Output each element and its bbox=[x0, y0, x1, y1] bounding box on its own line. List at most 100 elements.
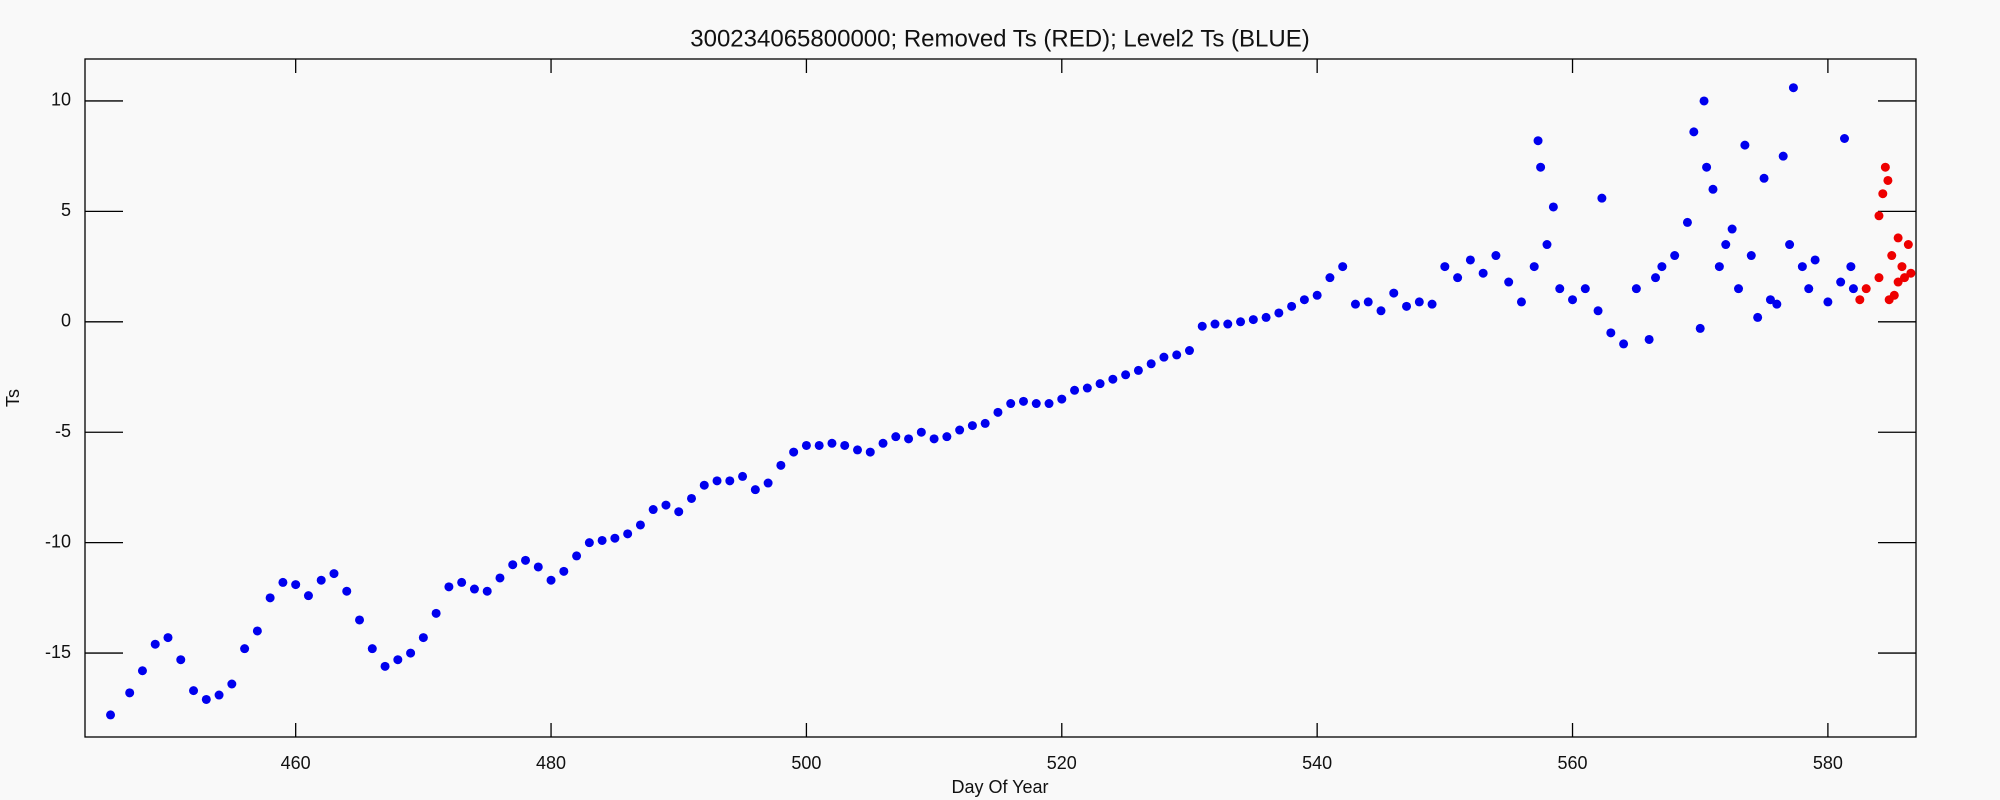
point bbox=[712, 476, 722, 486]
point bbox=[865, 447, 875, 457]
point bbox=[1197, 321, 1207, 331]
point bbox=[316, 575, 326, 585]
point bbox=[227, 679, 237, 689]
point bbox=[827, 438, 837, 448]
x-tick-label: 560 bbox=[1558, 753, 1588, 773]
point bbox=[150, 639, 160, 649]
x-tick-label: 580 bbox=[1813, 753, 1843, 773]
point bbox=[189, 686, 199, 696]
point bbox=[1108, 374, 1118, 384]
plot-frame bbox=[84, 58, 1917, 738]
point bbox=[1542, 240, 1552, 250]
point bbox=[1376, 306, 1386, 316]
point bbox=[1861, 284, 1871, 294]
point bbox=[1788, 83, 1798, 93]
point bbox=[1516, 297, 1526, 307]
point bbox=[1810, 255, 1820, 265]
point bbox=[495, 573, 505, 583]
point bbox=[1597, 193, 1607, 203]
point bbox=[1453, 273, 1463, 283]
point bbox=[699, 480, 709, 490]
point bbox=[393, 655, 403, 665]
y-tick-label: 10 bbox=[51, 90, 71, 110]
point bbox=[1133, 365, 1143, 375]
point bbox=[406, 648, 416, 658]
point bbox=[1740, 140, 1750, 150]
point bbox=[610, 533, 620, 543]
point bbox=[214, 690, 224, 700]
point bbox=[1900, 273, 1910, 283]
point bbox=[1644, 334, 1654, 344]
x-tick-label: 460 bbox=[281, 753, 311, 773]
point bbox=[1146, 359, 1156, 369]
point bbox=[763, 478, 773, 488]
point bbox=[1440, 262, 1450, 272]
point bbox=[265, 593, 275, 603]
point bbox=[1555, 284, 1565, 294]
point bbox=[725, 476, 735, 486]
point bbox=[929, 434, 939, 444]
point bbox=[1906, 268, 1916, 278]
point bbox=[1848, 284, 1858, 294]
point bbox=[1248, 315, 1258, 325]
point bbox=[252, 626, 262, 636]
point bbox=[1682, 217, 1692, 227]
point bbox=[1389, 288, 1399, 298]
point bbox=[444, 582, 454, 592]
point bbox=[967, 421, 977, 431]
point bbox=[1018, 396, 1028, 406]
point bbox=[1580, 284, 1590, 294]
point bbox=[342, 586, 352, 596]
point bbox=[303, 591, 313, 601]
point bbox=[597, 535, 607, 545]
point bbox=[1274, 308, 1284, 318]
point bbox=[1804, 284, 1814, 294]
point bbox=[1670, 251, 1680, 261]
point bbox=[1651, 273, 1661, 283]
point bbox=[137, 666, 147, 676]
point bbox=[1897, 262, 1907, 272]
point bbox=[1714, 262, 1724, 272]
point bbox=[1689, 127, 1699, 137]
point bbox=[738, 471, 748, 481]
point bbox=[329, 569, 339, 579]
point bbox=[1533, 136, 1543, 146]
point bbox=[1504, 277, 1514, 287]
point bbox=[1855, 295, 1865, 305]
point bbox=[1765, 295, 1775, 305]
point bbox=[1883, 175, 1893, 185]
point bbox=[1031, 399, 1041, 409]
point bbox=[750, 485, 760, 495]
point bbox=[240, 644, 250, 654]
point bbox=[584, 538, 594, 548]
point bbox=[1057, 394, 1067, 404]
y-tick-label: 0 bbox=[61, 311, 71, 331]
point bbox=[1082, 383, 1092, 393]
point bbox=[1887, 251, 1897, 261]
point bbox=[1299, 295, 1309, 305]
point bbox=[1619, 339, 1629, 349]
point bbox=[106, 710, 116, 720]
point bbox=[801, 440, 811, 450]
point bbox=[878, 438, 888, 448]
point bbox=[1006, 399, 1016, 409]
point bbox=[125, 688, 135, 698]
point bbox=[1478, 268, 1488, 278]
point bbox=[546, 575, 556, 585]
point bbox=[661, 500, 671, 510]
point bbox=[1325, 273, 1335, 283]
point bbox=[1746, 251, 1756, 261]
point bbox=[1312, 290, 1322, 300]
point bbox=[469, 584, 479, 594]
x-tick-label: 540 bbox=[1302, 753, 1332, 773]
point bbox=[1095, 379, 1105, 389]
point bbox=[176, 655, 186, 665]
y-axis-label: Ts bbox=[3, 389, 23, 407]
point bbox=[1491, 251, 1501, 261]
point bbox=[367, 644, 377, 654]
point bbox=[508, 560, 518, 570]
point bbox=[380, 661, 390, 671]
point bbox=[1708, 184, 1718, 194]
point bbox=[1070, 385, 1080, 395]
